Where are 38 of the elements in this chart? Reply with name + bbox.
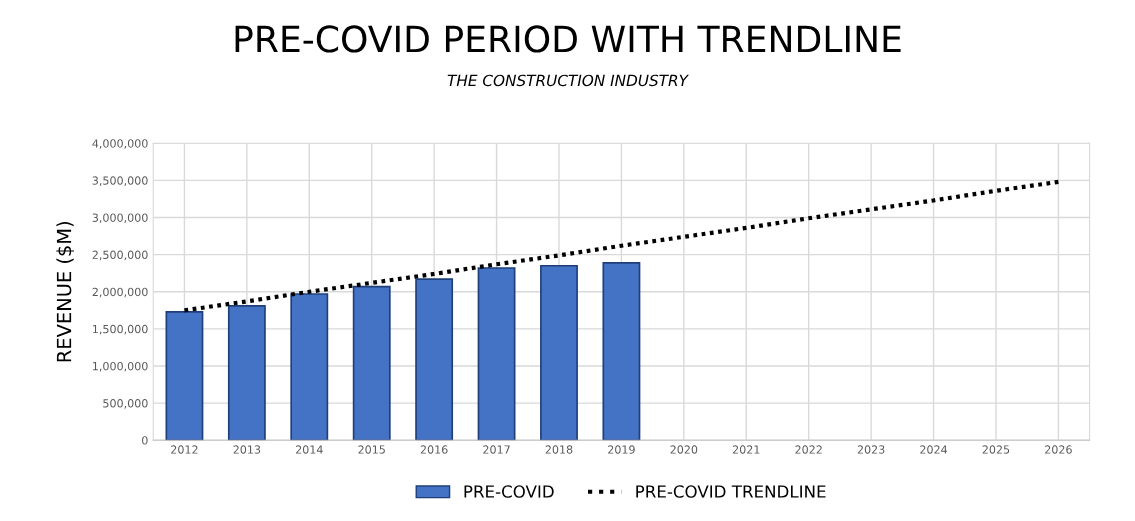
bar	[352, 285, 391, 441]
x-tick-label: 2014	[295, 445, 323, 454]
x-tick-label: 2012	[171, 445, 198, 454]
bar	[165, 310, 204, 441]
y-tick-label: 3,000,000	[92, 213, 148, 224]
x-tick-label: 2018	[545, 445, 573, 454]
y-tick-label: 500,000	[103, 399, 148, 409]
x-tick-label: 2020	[670, 445, 698, 454]
y-tick-label: 1,000,000	[93, 361, 148, 372]
y-tick-label: 4,000,000	[92, 139, 148, 149]
x-tick-label: 2023	[857, 445, 885, 454]
chart-subtitle: THE CONSTRUCTION INDUSTRY	[447, 74, 689, 87]
y-tick-label: 1,500,000	[93, 324, 148, 335]
x-tick-label: 2021	[732, 445, 760, 454]
x-tick-label: 2015	[358, 445, 385, 454]
bar	[415, 278, 454, 441]
line-series	[182, 179, 1061, 313]
y-tick-label: 0	[142, 436, 148, 445]
legend-label: PRE-COVID TRENDLINE	[636, 485, 826, 498]
bar	[602, 261, 641, 441]
chart-title: PRE-COVID PERIOD WITH TRENDLINE	[235, 25, 901, 53]
x-tick-label: 2024	[920, 445, 948, 454]
bar	[290, 293, 329, 441]
x-tick-label: 2013	[233, 445, 261, 454]
x-tick-label: 2016	[420, 445, 448, 454]
y-tick-label: 3,500,000	[92, 176, 148, 186]
x-tick-label: 2022	[795, 445, 822, 454]
legend-label: PRE-COVID	[464, 485, 554, 498]
y-axis-title: REVENUE ($M)	[56, 221, 74, 362]
x-tick-label: 2019	[608, 445, 635, 454]
y-tick-label: 2,000,000	[92, 287, 148, 298]
x-tick-label: 2025	[982, 445, 1010, 454]
y-tick-label: 2,500,000	[92, 250, 148, 261]
bar	[477, 267, 516, 441]
x-tick-label: 2026	[1045, 445, 1072, 454]
bar	[540, 264, 578, 441]
bar	[227, 305, 266, 441]
x-tick-label: 2017	[483, 445, 510, 454]
